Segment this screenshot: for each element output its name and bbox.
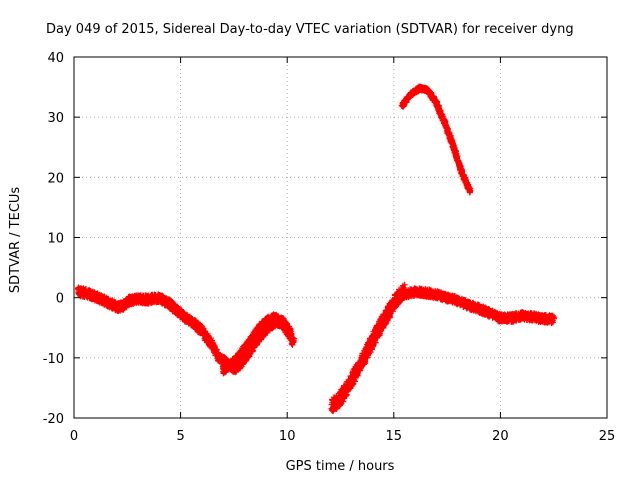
series-segment-4 xyxy=(398,83,474,196)
grid-lines xyxy=(74,57,607,418)
chart-title: Day 049 of 2015, Sidereal Day-to-day VTE… xyxy=(46,22,574,37)
series-segment-2 xyxy=(328,281,408,415)
data-points xyxy=(74,83,558,415)
series-segment-3 xyxy=(398,285,558,326)
